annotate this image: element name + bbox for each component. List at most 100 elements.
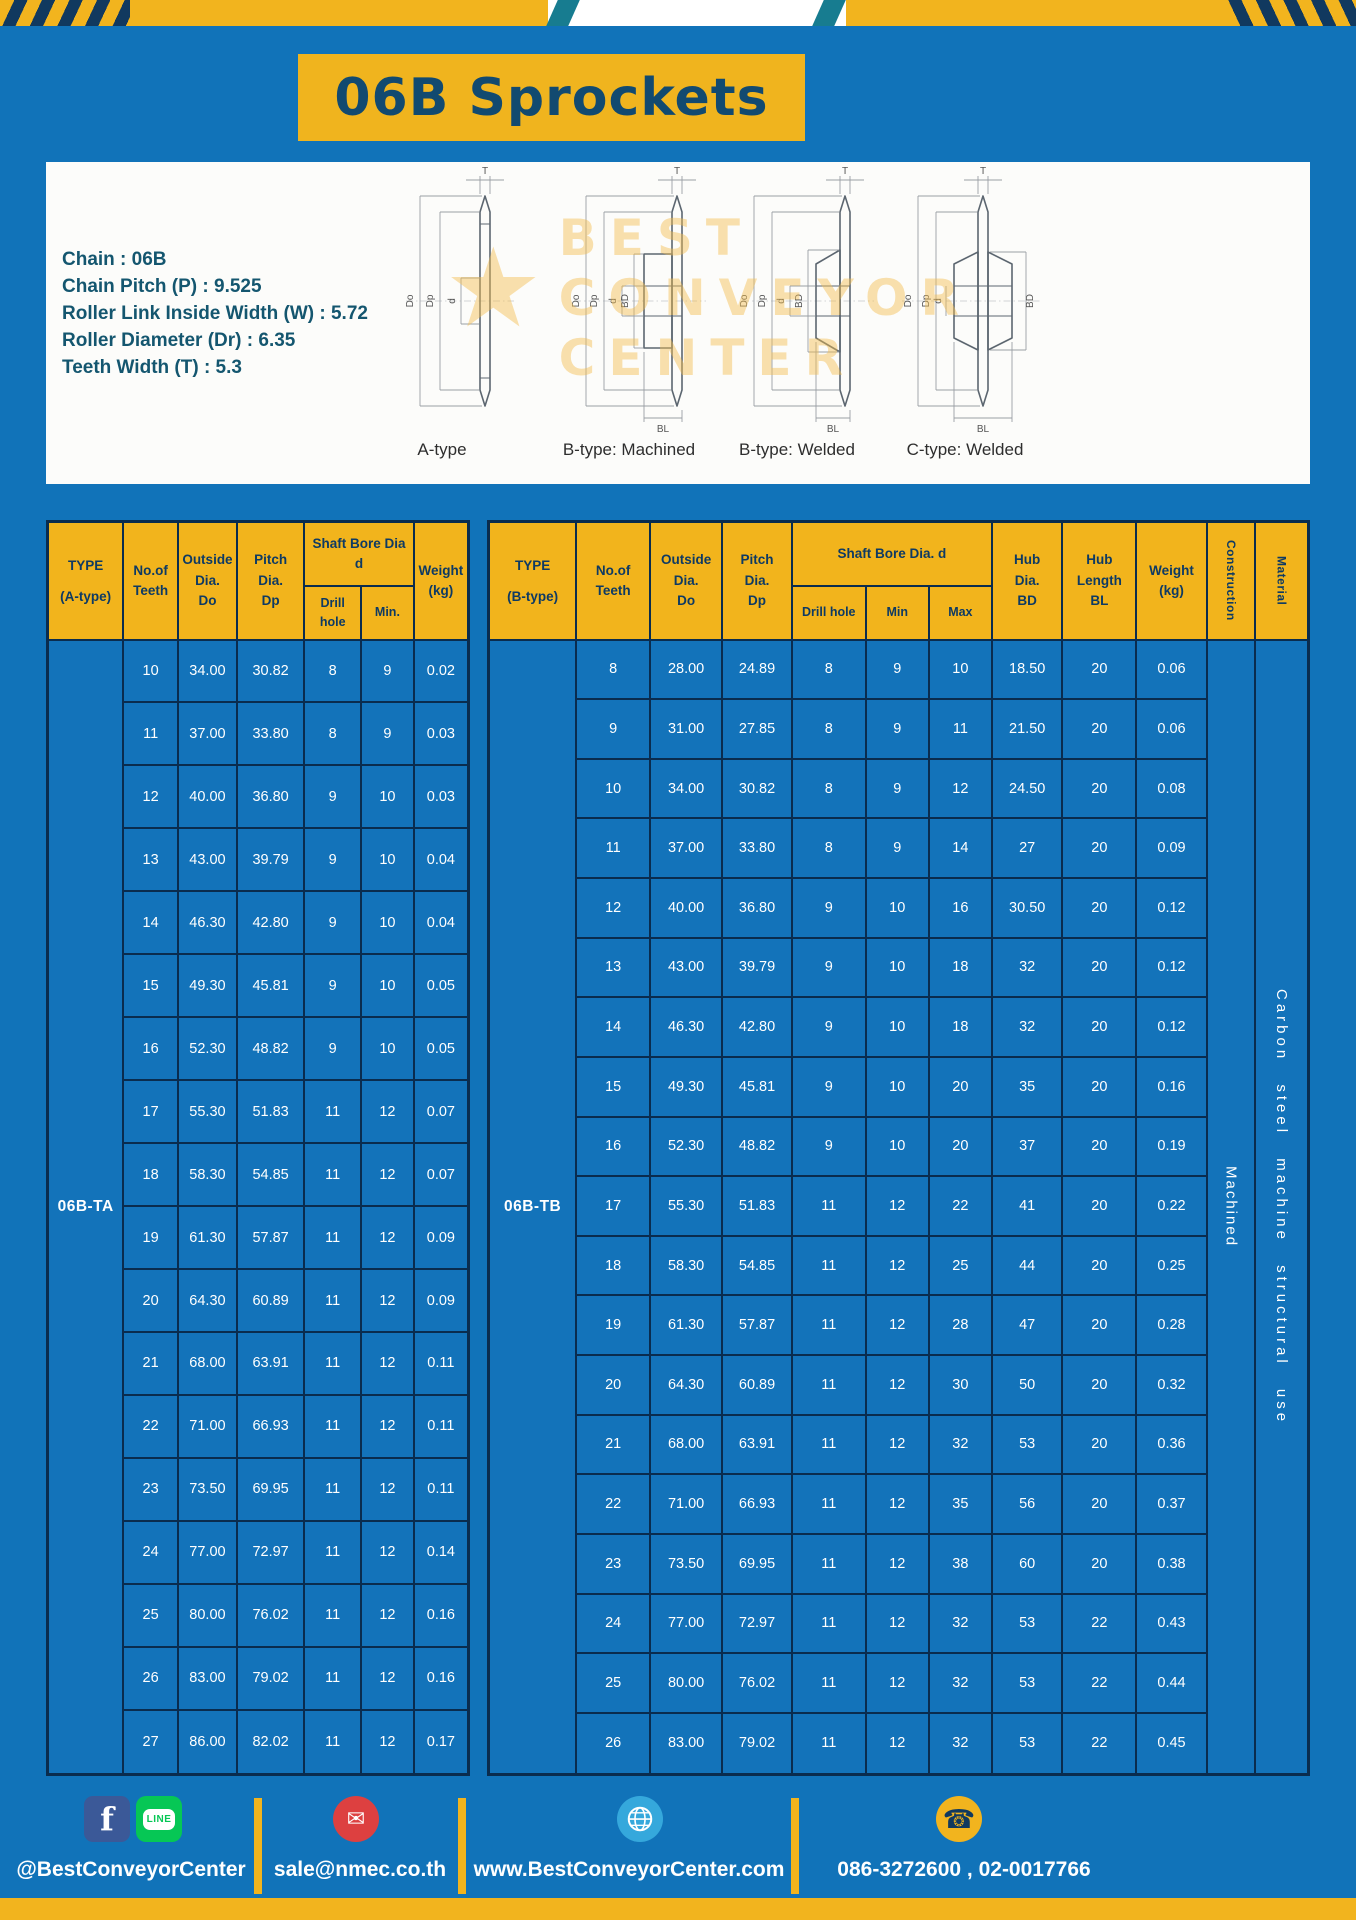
table_b-cell: 20 xyxy=(1061,1473,1138,1535)
table_b-cell: 66.93 xyxy=(721,1473,793,1535)
table_a-cell: 9 xyxy=(303,764,363,830)
table_b-cell: 8 xyxy=(575,638,652,701)
table_b-cell: 38 xyxy=(927,1532,993,1595)
table_b-cell: 9 xyxy=(864,817,930,879)
phone-icon[interactable]: ☎ xyxy=(936,1796,982,1842)
col-header-outside-dia: Outside Dia. Do xyxy=(649,520,724,641)
table_b-cell: 8 xyxy=(790,817,867,879)
email-icon[interactable]: ✉ xyxy=(333,1796,379,1842)
table_a-row: 17 55.30 51.83 11 12 0.07 xyxy=(48,1079,470,1145)
table_b-cell: 61.30 xyxy=(649,1294,724,1356)
table_a-cell: 14 xyxy=(122,890,179,956)
table_a-cell: 12 xyxy=(360,1708,415,1776)
globe-icon[interactable] xyxy=(617,1796,663,1842)
table_a-row: 24 77.00 72.97 11 12 0.14 xyxy=(48,1519,470,1585)
table_b-cell: 69.95 xyxy=(721,1532,793,1595)
table_a-row: 20 64.30 60.89 11 12 0.09 xyxy=(48,1268,470,1333)
table_a-cell: 9 xyxy=(303,953,363,1019)
table_b-cell: 50 xyxy=(990,1354,1064,1416)
table_b-cell: 12 xyxy=(864,1592,930,1655)
table_a-cell: 25 xyxy=(122,1582,179,1648)
table_b-cell: 16 xyxy=(575,1115,652,1178)
table_b-cell: 9 xyxy=(575,698,652,760)
table_b-type-value: 06B-TB xyxy=(487,638,578,1776)
table_a-cell: 12 xyxy=(360,1582,415,1648)
table_a-cell: 0.09 xyxy=(412,1268,470,1333)
table_b-cell: 56 xyxy=(990,1473,1064,1535)
footer-email[interactable]: sale@nmec.co.th xyxy=(273,1858,447,1881)
table_b-cell: 10 xyxy=(575,757,652,820)
footer-phone[interactable]: 086-3272600 , 02-0017766 xyxy=(837,1858,1091,1881)
table_b-cell: 9 xyxy=(790,877,867,939)
table_a-cell: 27 xyxy=(122,1708,179,1776)
table_a-cell: 9 xyxy=(360,701,415,767)
table_b-cell: 12 xyxy=(864,1532,930,1595)
table_a-row: 06B-TA 10 34.00 30.82 8 9 0.02 xyxy=(46,638,470,1776)
table_b-cell: 0.44 xyxy=(1135,1652,1208,1714)
bottom-yellow-strip xyxy=(0,1898,1356,1920)
table_b-cell: 30.50 xyxy=(990,877,1064,939)
table_b-cell: 11 xyxy=(790,1294,867,1356)
table_a-cell: 76.02 xyxy=(235,1582,306,1648)
spec-line-chain: Chain : 06B xyxy=(62,249,167,270)
table_a-cell: 54.85 xyxy=(235,1142,306,1208)
envelope-glyph: ✉ xyxy=(346,1806,366,1831)
line-icon[interactable]: LINE xyxy=(136,1796,182,1842)
line-glyph: LINE xyxy=(142,1808,176,1830)
table_b-cell: 20 xyxy=(1061,1175,1138,1237)
table_a-row: 11 37.00 33.80 8 9 0.03 xyxy=(48,701,470,767)
table_b-cell: 0.08 xyxy=(1135,757,1208,820)
facebook-icon[interactable]: f xyxy=(84,1796,130,1842)
diagram-caption-c-welded: C-type: Welded xyxy=(906,440,1024,459)
spec-line-pitch: Chain Pitch (P) : 9.525 xyxy=(62,276,262,297)
table_a-cell: 0.05 xyxy=(412,953,470,1019)
table_b-cell: 32 xyxy=(927,1592,993,1655)
table_a-cell: 11 xyxy=(303,1330,363,1396)
table_a-row: 12 40.00 36.80 9 10 0.03 xyxy=(48,764,470,830)
table_a-row: 22 71.00 66.93 11 12 0.11 xyxy=(48,1393,470,1459)
table_b-cell: 20 xyxy=(1061,1294,1138,1356)
table_b-cell: 0.12 xyxy=(1135,877,1208,939)
table_b-cell: 0.32 xyxy=(1135,1354,1208,1416)
table_b-cell: 0.09 xyxy=(1135,817,1208,879)
table_a-cell: 16 xyxy=(122,1016,179,1082)
table_b-cell: 11 xyxy=(790,1473,867,1535)
yellow-bar-left xyxy=(130,0,548,26)
table_a-cell: 40.00 xyxy=(176,764,238,830)
table_a-cell: 12 xyxy=(360,1519,415,1585)
table_a-cell: 24 xyxy=(122,1519,179,1585)
col-header-material: Material xyxy=(1254,520,1310,641)
table_a-cell: 11 xyxy=(303,1142,363,1208)
table_b-cell: 18.50 xyxy=(990,638,1064,701)
table_a-cell: 0.17 xyxy=(412,1708,470,1776)
table_a-cell: 68.00 xyxy=(176,1330,238,1396)
table_b-cell: 12 xyxy=(864,1234,930,1297)
table_b-cell: 10 xyxy=(927,638,993,701)
table_a-row: 21 68.00 63.91 11 12 0.11 xyxy=(48,1330,470,1396)
table_b-cell: 76.02 xyxy=(721,1652,793,1714)
footer-social-handle[interactable]: @BestConveyorCenter xyxy=(16,1858,246,1881)
table_a-cell: 10 xyxy=(122,638,179,704)
table_b-cell: 53 xyxy=(990,1652,1064,1714)
table_b-cell: 0.12 xyxy=(1135,936,1208,999)
table_a-cell: 9 xyxy=(303,890,363,956)
table_b-cell: 22 xyxy=(1061,1592,1138,1655)
table_a-cell: 0.02 xyxy=(412,638,470,704)
table_b-cell: 22 xyxy=(1061,1711,1138,1776)
table_b-cell: 0.43 xyxy=(1135,1592,1208,1655)
table_b-cell: 19 xyxy=(575,1294,652,1356)
table_b-cell: 8 xyxy=(790,698,867,760)
table_b-cell: 11 xyxy=(790,1175,867,1237)
table_b-cell: 12 xyxy=(864,1294,930,1356)
table_b-cell: 53 xyxy=(990,1592,1064,1655)
table_b-row: 23 73.50 69.95 11 12 38 60 20 0.38 xyxy=(489,1532,1309,1595)
table_a-cell: 8 xyxy=(303,701,363,767)
footer-website[interactable]: www.BestConveyorCenter.com xyxy=(473,1858,785,1881)
title-banner: 06B Sprockets xyxy=(298,54,805,141)
table_b-cell: 20 xyxy=(1061,638,1138,701)
globe-glyph xyxy=(627,1806,653,1832)
yellow-bar-right xyxy=(846,0,1226,26)
diagram-box: Chain : 06B Chain Pitch (P) : 9.525 Roll… xyxy=(46,162,1310,484)
table_a-cell: 11 xyxy=(303,1268,363,1333)
table_b-cell: 24.89 xyxy=(721,638,793,701)
